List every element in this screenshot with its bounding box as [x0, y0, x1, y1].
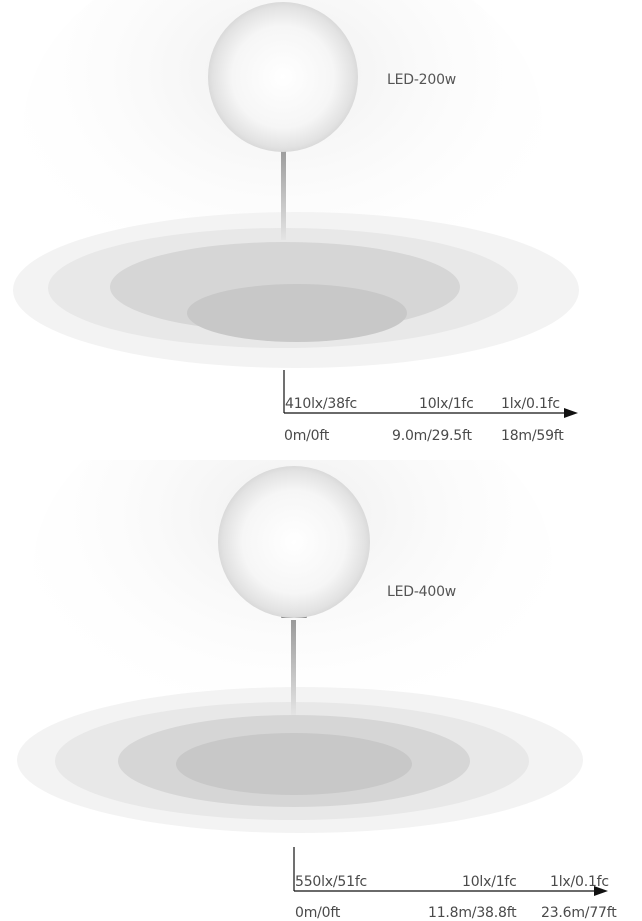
diagram-led-400w-graphic [17, 460, 608, 896]
lux-label-edge: 1lx/0.1fc [501, 396, 560, 412]
diagram-led-200w-graphic [13, 0, 579, 418]
distance-label-center: 0m/0ft [295, 905, 341, 921]
distance-label-mid: 9.0m/29.5ft [392, 428, 472, 444]
lamp-globe [218, 466, 370, 618]
diagram-led-200w: LED-200w 410lx/38fc 10lx/1fc 1lx/0.1fc 0… [0, 0, 642, 460]
lamp-pole [281, 148, 286, 240]
distance-label-edge: 23.6m/77ft [541, 905, 617, 921]
distance-label-mid: 11.8m/38.8ft [428, 905, 517, 921]
distance-label-center: 0m/0ft [284, 428, 330, 444]
lux-label-edge: 1lx/0.1fc [550, 874, 609, 890]
lamp-globe [208, 2, 358, 152]
axis-arrow-icon [594, 886, 608, 896]
axis-arrow-icon [564, 408, 578, 418]
lux-label-center: 550lx/51fc [295, 874, 368, 890]
illumination-ring-core [176, 733, 412, 795]
lux-label-mid: 10lx/1fc [419, 396, 474, 412]
lux-label-center: 410lx/38fc [285, 396, 358, 412]
lux-label-mid: 10lx/1fc [462, 874, 517, 890]
illumination-ring-core [187, 284, 407, 342]
model-label: LED-400w [387, 584, 457, 600]
distance-label-edge: 18m/59ft [501, 428, 564, 444]
model-label: LED-200w [387, 72, 457, 88]
lamp-pole [291, 620, 296, 715]
diagram-led-400w: LED-400w 550lx/51fc 10lx/1fc 1lx/0.1fc 0… [0, 460, 642, 921]
